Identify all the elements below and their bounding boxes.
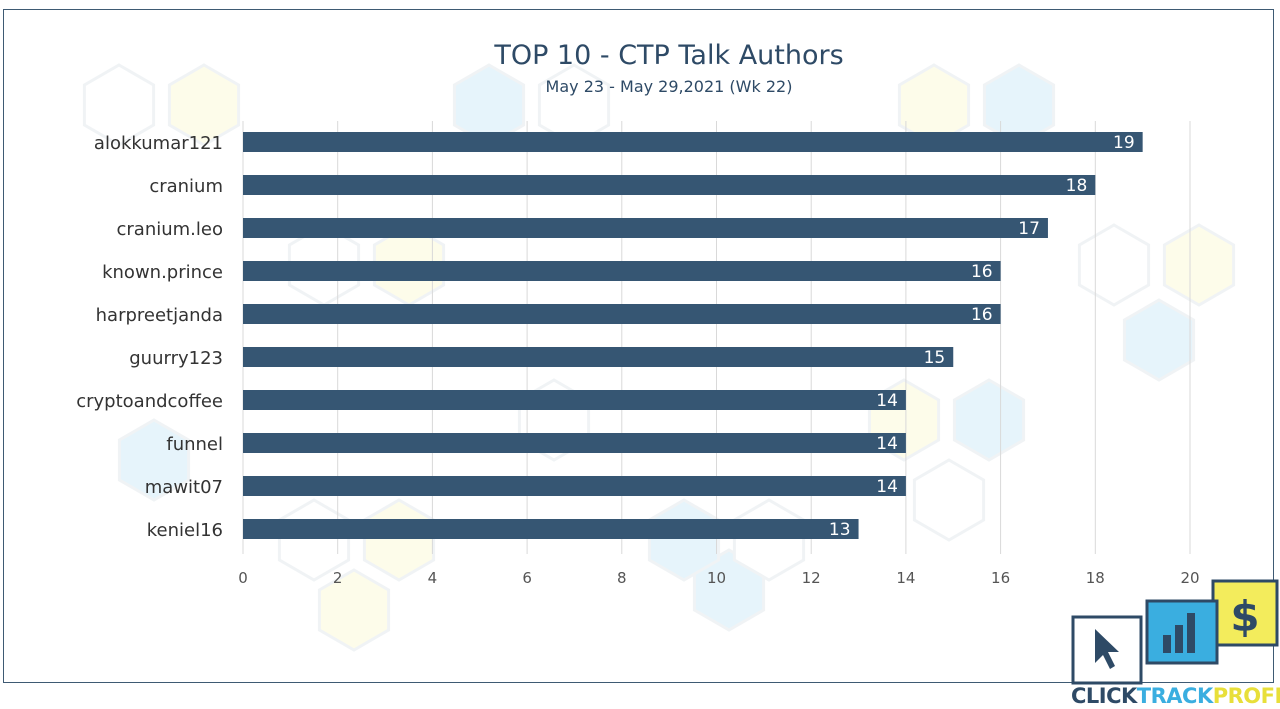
bar xyxy=(243,347,954,367)
watermark-hexagon xyxy=(117,418,191,502)
x-tick-label: 14 xyxy=(896,569,915,587)
category-label: harpreetjanda xyxy=(96,305,223,326)
x-tick-label: 16 xyxy=(991,569,1010,587)
x-tick-label: 4 xyxy=(428,569,438,587)
chart-title: TOP 10 - CTP Talk Authors xyxy=(493,40,843,71)
category-label: cryptoandcoffee xyxy=(76,391,223,412)
x-tick-label: 6 xyxy=(522,569,532,587)
watermark-hexagon xyxy=(167,63,241,147)
category-label: keniel16 xyxy=(147,520,223,541)
bar xyxy=(243,519,859,539)
x-tick-label: 18 xyxy=(1086,569,1105,587)
logo-word-click: CLICK xyxy=(1071,684,1138,708)
bars: 19 18 17 16 16 15 14 14 14 13 xyxy=(243,132,1143,540)
x-tick-label: 12 xyxy=(802,569,821,587)
x-tick-label: 0 xyxy=(238,569,248,587)
logo-word-profit: PROFIT xyxy=(1213,684,1280,708)
category-label: guurry123 xyxy=(129,348,223,369)
data-label: 14 xyxy=(876,434,898,454)
category-label: cranium.leo xyxy=(117,219,224,240)
watermark-hexagon xyxy=(1077,223,1151,307)
bar xyxy=(243,390,906,410)
watermark-hexagon xyxy=(362,498,436,582)
bar xyxy=(243,261,1001,281)
x-tick-label: 10 xyxy=(707,569,726,587)
data-label: 17 xyxy=(1018,219,1040,239)
bar-chart-icon xyxy=(1163,613,1195,653)
logo-graphic: $ xyxy=(1071,579,1279,685)
data-label: 14 xyxy=(876,391,898,411)
watermark-hexagon xyxy=(277,498,351,582)
watermark-hexagon xyxy=(912,458,986,542)
watermark-hexagon xyxy=(1122,298,1196,382)
data-label: 13 xyxy=(829,520,851,540)
chart: TOP 10 - CTP Talk Authors May 23 - May 2… xyxy=(76,40,1236,652)
watermark-hexagon xyxy=(952,378,1026,462)
x-tick-label: 20 xyxy=(1180,569,1199,587)
watermark-hexagon xyxy=(692,548,766,632)
category-label: mawit07 xyxy=(145,477,223,498)
x-tick-labels: 0 2 4 6 8 10 12 14 16 18 20 xyxy=(238,569,1199,587)
category-label: cranium xyxy=(149,176,223,197)
logo-word-track: TRACK xyxy=(1137,684,1214,708)
x-tick-label: 8 xyxy=(617,569,627,587)
watermark-hexagon xyxy=(82,63,156,147)
data-label: 16 xyxy=(971,262,993,282)
data-label: 15 xyxy=(924,348,946,368)
bar xyxy=(243,218,1048,238)
data-label: 18 xyxy=(1066,176,1088,196)
bar xyxy=(243,304,1001,324)
watermark-hexagon xyxy=(1162,223,1236,307)
cursor-icon xyxy=(1095,629,1119,669)
category-label: funnel xyxy=(166,434,223,455)
clicktrackprofit-logo: $ CLICKTRACKPROFIT xyxy=(1071,579,1280,708)
category-label: alokkumar121 xyxy=(94,133,223,154)
data-label: 14 xyxy=(876,477,898,497)
watermark-hexagon xyxy=(317,568,391,652)
bar xyxy=(243,132,1143,152)
x-tick-label: 2 xyxy=(333,569,343,587)
dollar-icon: $ xyxy=(1230,592,1259,641)
bar xyxy=(243,433,906,453)
chart-frame: TOP 10 - CTP Talk Authors May 23 - May 2… xyxy=(3,9,1274,683)
data-label: 19 xyxy=(1113,133,1135,153)
logo-wordmark: CLICKTRACKPROFIT xyxy=(1071,684,1280,708)
bar xyxy=(243,476,906,496)
category-label: known.prince xyxy=(102,262,223,283)
chart-subtitle: May 23 - May 29,2021 (Wk 22) xyxy=(546,77,793,96)
bar xyxy=(243,175,1096,195)
category-labels: alokkumar121 cranium cranium.leo known.prin… xyxy=(76,133,223,541)
data-label: 16 xyxy=(971,305,993,325)
